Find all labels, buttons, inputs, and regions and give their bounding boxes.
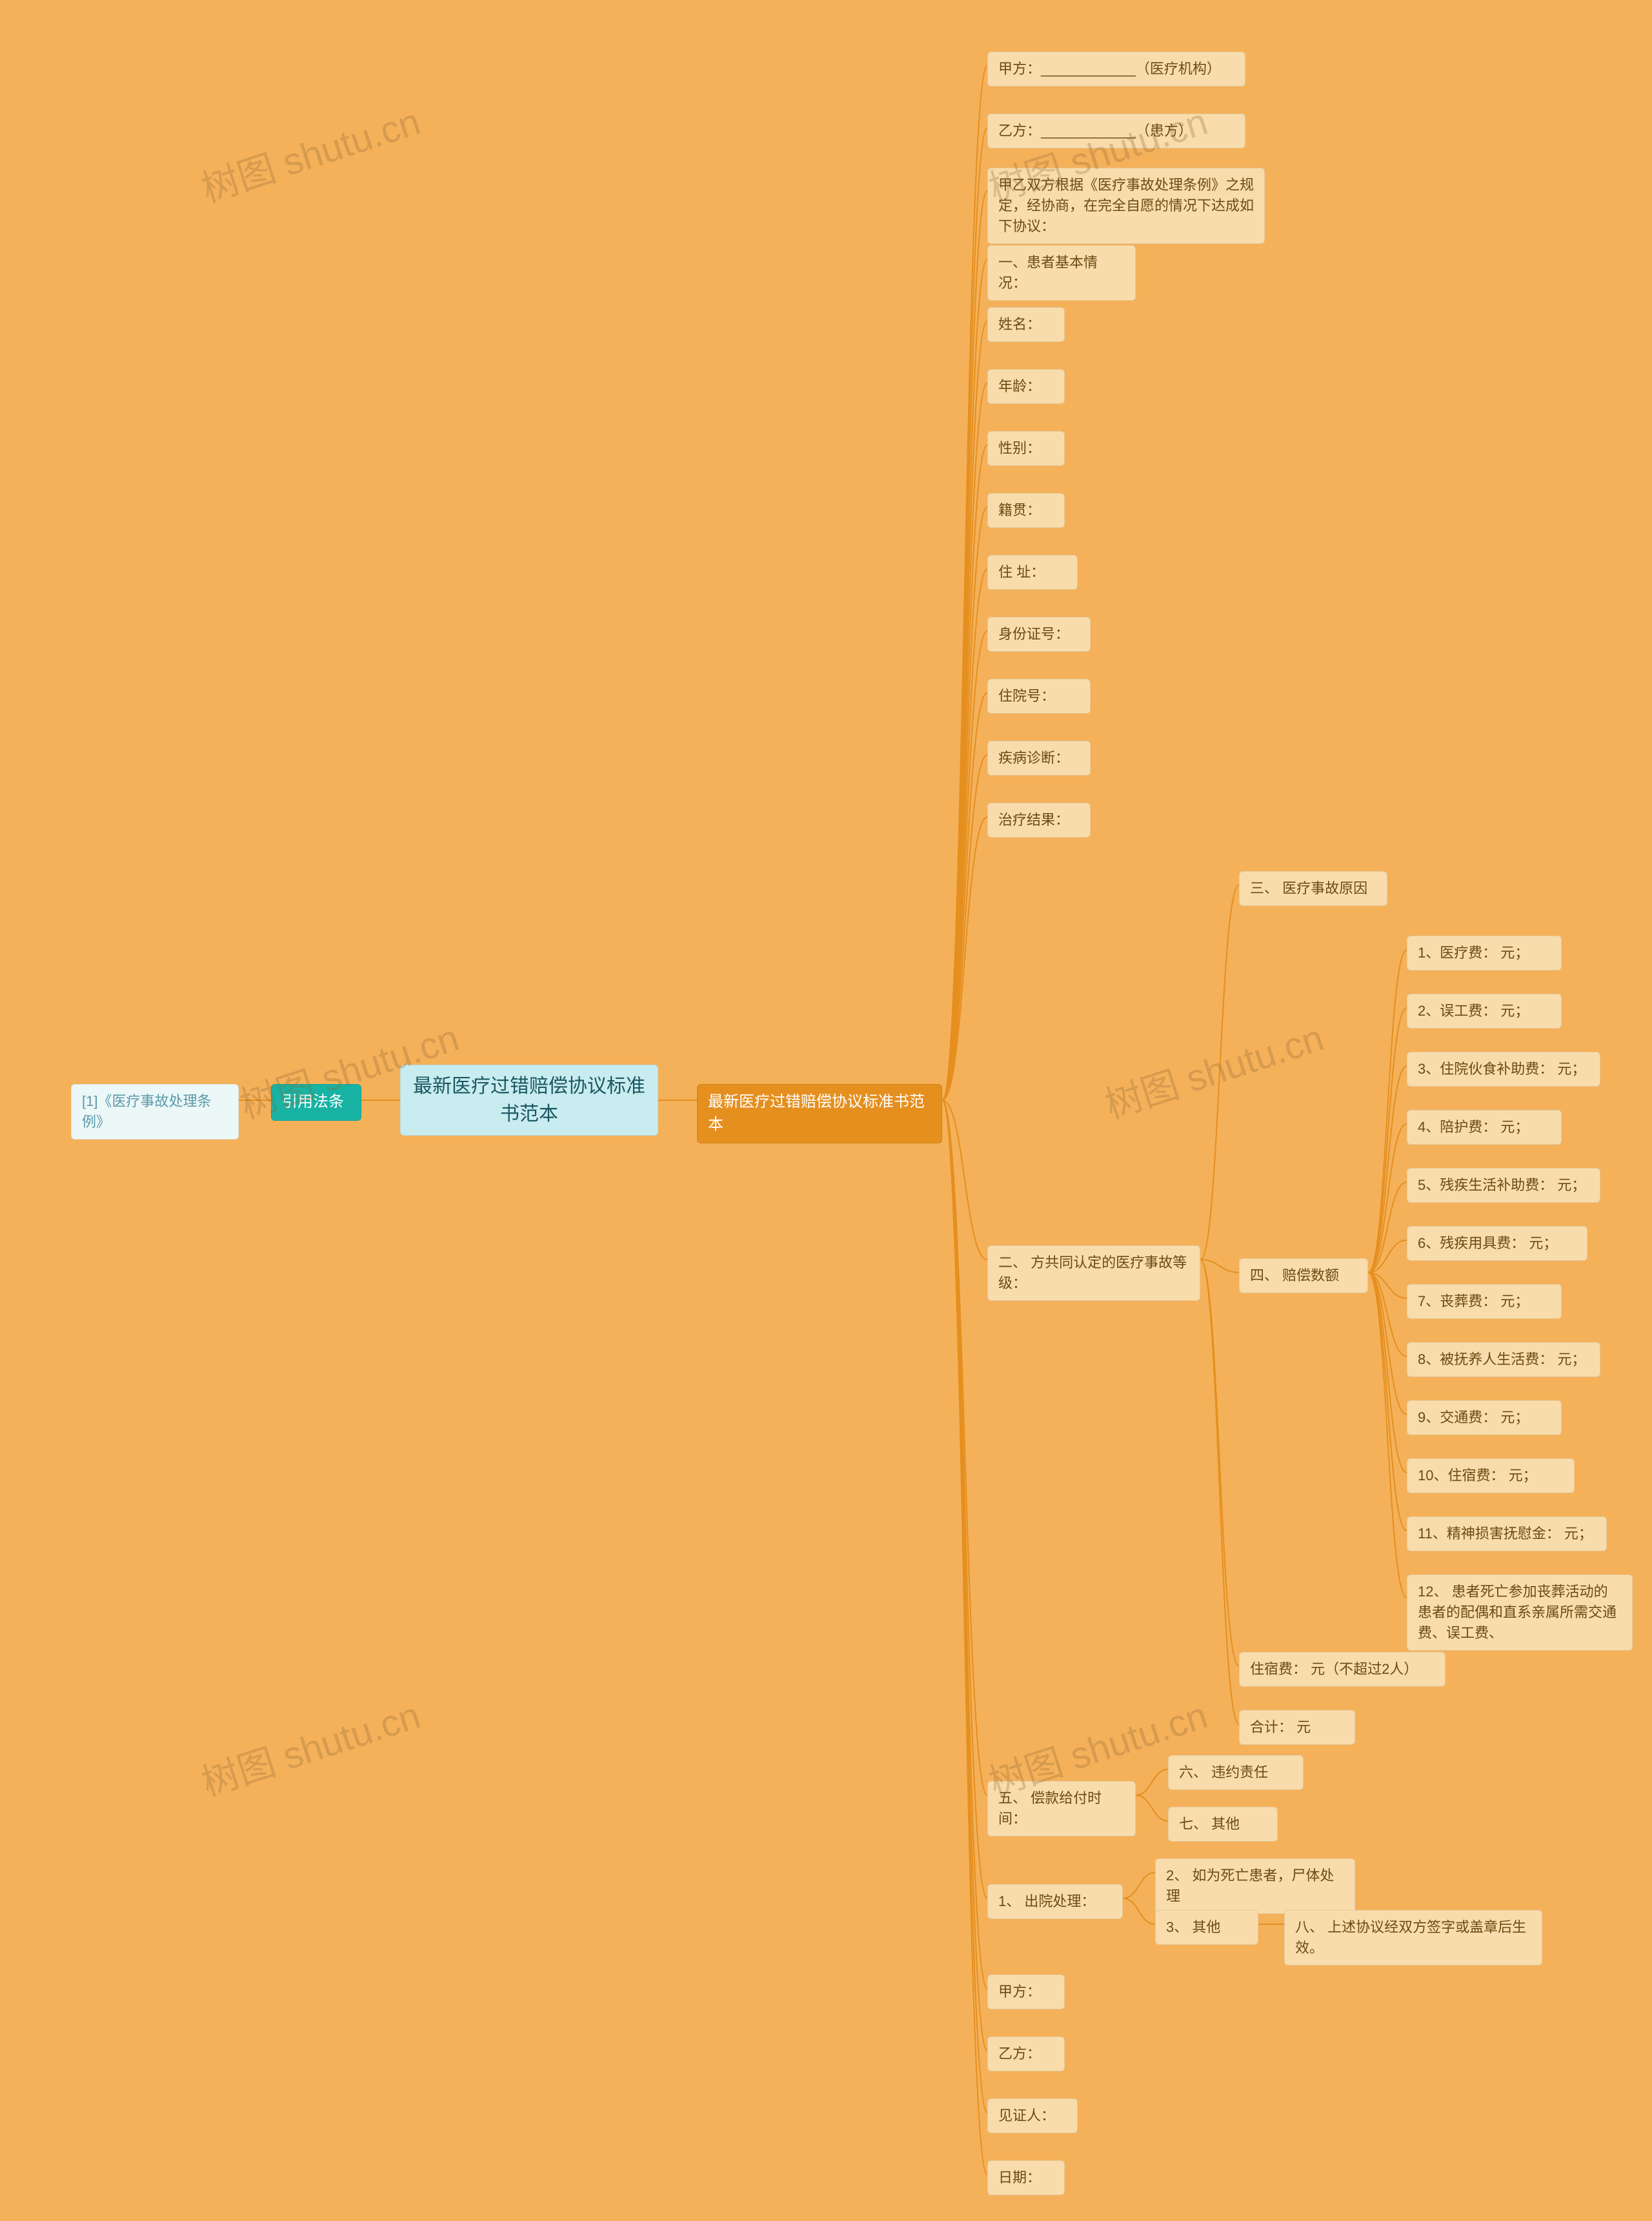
node-cite[interactable]: [1]《医疗事故处理条例》 xyxy=(71,1084,239,1140)
node-n11[interactable]: 住院号： xyxy=(987,679,1091,714)
edge xyxy=(942,191,987,1100)
edge xyxy=(942,631,987,1100)
node-n16a[interactable]: 2、 如为死亡患者，尸体处理 xyxy=(1155,1858,1355,1914)
edge xyxy=(1368,1182,1407,1272)
node-n16c[interactable]: 八、 上述协议经双方签字或盖章后生效。 xyxy=(1284,1910,1542,1965)
node-sub[interactable]: 最新医疗过错赔偿协议标准书范本 xyxy=(697,1084,942,1143)
edge xyxy=(1368,1272,1407,1598)
edge xyxy=(1368,1240,1407,1272)
edge xyxy=(1368,1272,1407,1356)
mindmap-canvas: [1]《医疗事故处理条例》引用法条 最新医疗过错赔偿协议标准书范本最新医疗过错赔偿… xyxy=(0,0,1652,2221)
node-n14a[interactable]: 三、 医疗事故原因 xyxy=(1239,871,1387,906)
edge xyxy=(1368,1124,1407,1272)
edge xyxy=(942,1100,987,2051)
edge xyxy=(942,1100,987,2113)
node-c6[interactable]: 6、残疾用具费： 元； xyxy=(1407,1226,1587,1261)
node-n13[interactable]: 治疗结果： xyxy=(987,803,1091,838)
watermark: 树图 shutu.cn xyxy=(1097,1007,1329,1129)
edge xyxy=(1368,1272,1407,1414)
node-n17[interactable]: 甲方： xyxy=(987,1975,1065,2009)
edge xyxy=(1200,1260,1239,1272)
edge xyxy=(1200,1260,1239,1724)
edge xyxy=(942,128,987,1100)
edge xyxy=(1368,1008,1407,1272)
node-c11[interactable]: 11、精神损害抚慰金： 元； xyxy=(1407,1516,1607,1551)
node-c4[interactable]: 4、陪护费： 元； xyxy=(1407,1110,1562,1145)
edge xyxy=(1200,885,1239,1260)
edge xyxy=(942,1100,987,1795)
node-n15a[interactable]: 六、 违约责任 xyxy=(1168,1755,1304,1790)
node-n10[interactable]: 身份证号： xyxy=(987,617,1091,652)
node-c1[interactable]: 1、医疗费： 元； xyxy=(1407,936,1562,970)
node-n2[interactable]: 乙方：____________（患方） xyxy=(987,114,1245,148)
edge xyxy=(942,259,987,1100)
watermark: 树图 shutu.cn xyxy=(194,1685,426,1806)
edge xyxy=(1368,1066,1407,1272)
node-n16b[interactable]: 3、 其他 xyxy=(1155,1910,1258,1945)
watermark: 树图 shutu.cn xyxy=(194,91,426,212)
edge xyxy=(1368,1272,1407,1531)
edge xyxy=(942,1100,987,2175)
edge xyxy=(942,817,987,1100)
edge xyxy=(942,693,987,1100)
node-n20[interactable]: 日期： xyxy=(987,2160,1065,2195)
node-n19[interactable]: 见证人： xyxy=(987,2098,1078,2133)
node-citeLabel[interactable]: 引用法条 xyxy=(271,1084,361,1121)
node-c2[interactable]: 2、误工费： 元； xyxy=(1407,994,1562,1029)
edge xyxy=(942,755,987,1100)
node-c12[interactable]: 12、 患者死亡参加丧葬活动的患者的配偶和直系亲属所需交通费、误工费、 xyxy=(1407,1574,1633,1651)
node-n16[interactable]: 1、 出院处理： xyxy=(987,1884,1123,1919)
edge xyxy=(942,321,987,1100)
node-n7[interactable]: 性别： xyxy=(987,431,1065,466)
edge xyxy=(942,1100,987,1260)
node-c8[interactable]: 8、被抚养人生活费： 元； xyxy=(1407,1342,1600,1377)
node-n9[interactable]: 住 址： xyxy=(987,555,1078,590)
node-c5[interactable]: 5、残疾生活补助费： 元； xyxy=(1407,1168,1600,1203)
edge xyxy=(942,1100,987,1898)
node-c3[interactable]: 3、住院伙食补助费： 元； xyxy=(1407,1052,1600,1087)
edge xyxy=(942,507,987,1100)
edge xyxy=(942,569,987,1100)
node-n14d[interactable]: 合计： 元 xyxy=(1239,1710,1355,1745)
edge xyxy=(1123,1873,1155,1898)
node-n14c[interactable]: 住宿费： 元（不超过2人） xyxy=(1239,1652,1446,1687)
node-n18[interactable]: 乙方： xyxy=(987,2036,1065,2071)
node-n14[interactable]: 二、 方共同认定的医疗事故等级： xyxy=(987,1245,1200,1301)
edge xyxy=(1368,1272,1407,1472)
node-n15[interactable]: 五、 偿款给付时间： xyxy=(987,1781,1136,1836)
edge xyxy=(942,1100,987,1989)
node-root[interactable]: 最新医疗过错赔偿协议标准书范本 xyxy=(400,1065,658,1136)
node-n5[interactable]: 姓名： xyxy=(987,307,1065,342)
edge xyxy=(1200,1260,1239,1666)
node-c9[interactable]: 9、交通费： 元； xyxy=(1407,1400,1562,1435)
node-n8[interactable]: 籍贯： xyxy=(987,493,1065,528)
node-n12[interactable]: 疾病诊断： xyxy=(987,741,1091,776)
node-n15b[interactable]: 七、 其他 xyxy=(1168,1807,1278,1842)
edge xyxy=(1123,1898,1155,1924)
node-n6[interactable]: 年龄： xyxy=(987,369,1065,404)
node-n1[interactable]: 甲方：____________（医疗机构） xyxy=(987,52,1245,86)
node-c10[interactable]: 10、住宿费： 元； xyxy=(1407,1458,1575,1493)
edge xyxy=(1136,1795,1168,1821)
edge xyxy=(942,66,987,1100)
edge xyxy=(942,383,987,1100)
node-n3[interactable]: 甲乙双方根据《医疗事故处理条例》之规定，经协商，在完全自愿的情况下达成如下协议： xyxy=(987,168,1265,244)
edge xyxy=(1136,1769,1168,1795)
node-n4[interactable]: 一、患者基本情况： xyxy=(987,245,1136,301)
node-n14b[interactable]: 四、 赔偿数额 xyxy=(1239,1258,1368,1293)
edge xyxy=(1368,1272,1407,1298)
edge xyxy=(942,445,987,1100)
edge xyxy=(1368,950,1407,1272)
node-c7[interactable]: 7、丧葬费： 元； xyxy=(1407,1284,1562,1319)
